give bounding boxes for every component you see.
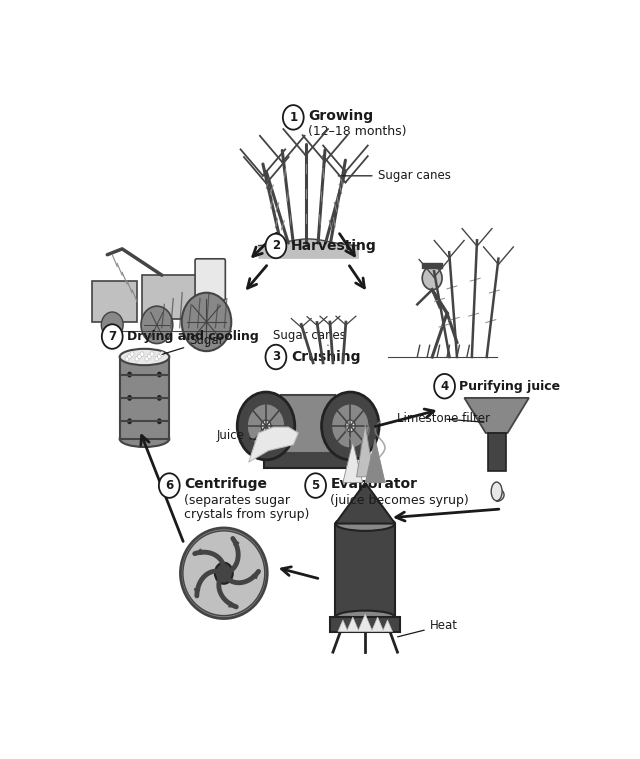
- Circle shape: [157, 372, 162, 377]
- Text: Sugar: Sugar: [162, 334, 224, 354]
- Circle shape: [145, 357, 149, 361]
- Polygon shape: [343, 442, 363, 483]
- Circle shape: [283, 105, 304, 130]
- Circle shape: [127, 418, 132, 424]
- Circle shape: [332, 404, 369, 448]
- Text: 6: 6: [165, 479, 173, 492]
- Text: (juice becomes syrup): (juice becomes syrup): [330, 493, 469, 507]
- Circle shape: [247, 404, 285, 448]
- Ellipse shape: [120, 430, 170, 447]
- Text: Purifying juice: Purifying juice: [460, 380, 561, 392]
- Circle shape: [321, 392, 379, 460]
- Text: 4: 4: [440, 380, 449, 392]
- Text: crystals from syrup): crystals from syrup): [184, 509, 310, 521]
- Text: Juice: Juice: [216, 429, 266, 442]
- Circle shape: [261, 420, 271, 432]
- Polygon shape: [335, 483, 395, 524]
- Circle shape: [127, 395, 132, 401]
- Text: Heat: Heat: [397, 619, 458, 637]
- Circle shape: [157, 418, 162, 424]
- Circle shape: [127, 372, 132, 377]
- Circle shape: [147, 354, 152, 359]
- FancyBboxPatch shape: [330, 617, 400, 631]
- Text: (12–18 months): (12–18 months): [308, 125, 406, 138]
- Ellipse shape: [335, 516, 395, 531]
- Ellipse shape: [183, 531, 265, 616]
- Text: Drying and cooling: Drying and cooling: [127, 330, 259, 343]
- Text: 5: 5: [312, 479, 320, 492]
- FancyBboxPatch shape: [264, 453, 353, 468]
- Circle shape: [155, 357, 159, 361]
- Circle shape: [138, 354, 141, 359]
- Text: Growing: Growing: [308, 109, 373, 123]
- Polygon shape: [465, 398, 529, 433]
- FancyBboxPatch shape: [335, 524, 395, 617]
- Circle shape: [127, 354, 132, 359]
- FancyBboxPatch shape: [142, 276, 221, 319]
- Circle shape: [422, 266, 442, 290]
- Ellipse shape: [491, 482, 502, 501]
- Text: Limestone filter: Limestone filter: [397, 412, 490, 426]
- Circle shape: [266, 345, 286, 370]
- Text: Crushing: Crushing: [291, 350, 360, 364]
- Text: 3: 3: [272, 351, 280, 364]
- Polygon shape: [358, 614, 372, 631]
- Ellipse shape: [335, 611, 395, 623]
- Circle shape: [140, 351, 144, 357]
- Circle shape: [141, 306, 173, 344]
- Ellipse shape: [180, 528, 268, 619]
- Circle shape: [434, 374, 455, 398]
- Polygon shape: [497, 486, 504, 502]
- Circle shape: [305, 474, 326, 498]
- Polygon shape: [383, 620, 392, 631]
- Text: Harvesting: Harvesting: [291, 239, 376, 253]
- Circle shape: [159, 474, 180, 498]
- Polygon shape: [338, 620, 348, 631]
- FancyBboxPatch shape: [281, 395, 335, 453]
- Text: 2: 2: [272, 239, 280, 253]
- Polygon shape: [249, 427, 298, 462]
- Text: (separates sugar: (separates sugar: [184, 493, 290, 507]
- Circle shape: [101, 312, 123, 338]
- Polygon shape: [365, 439, 385, 483]
- Circle shape: [160, 351, 164, 357]
- Circle shape: [157, 354, 161, 359]
- Text: 7: 7: [108, 330, 116, 343]
- FancyBboxPatch shape: [488, 433, 506, 471]
- Circle shape: [125, 357, 129, 361]
- FancyBboxPatch shape: [120, 357, 169, 439]
- Text: Centrifuge: Centrifuge: [184, 477, 267, 491]
- Circle shape: [237, 392, 295, 460]
- Text: 1: 1: [289, 111, 298, 124]
- Circle shape: [215, 562, 233, 584]
- Polygon shape: [371, 617, 384, 631]
- Polygon shape: [356, 424, 374, 477]
- Circle shape: [102, 324, 123, 349]
- Circle shape: [182, 293, 231, 351]
- FancyBboxPatch shape: [92, 281, 137, 322]
- Polygon shape: [347, 617, 359, 631]
- Circle shape: [266, 234, 286, 258]
- Circle shape: [346, 420, 355, 432]
- Text: Sugar canes: Sugar canes: [273, 329, 346, 345]
- FancyBboxPatch shape: [195, 259, 225, 301]
- Text: Evaporator: Evaporator: [330, 477, 417, 491]
- Circle shape: [157, 395, 162, 401]
- Ellipse shape: [120, 349, 170, 365]
- Circle shape: [135, 357, 139, 361]
- Circle shape: [130, 351, 134, 357]
- Text: Sugar canes: Sugar canes: [338, 169, 451, 182]
- Circle shape: [150, 351, 154, 357]
